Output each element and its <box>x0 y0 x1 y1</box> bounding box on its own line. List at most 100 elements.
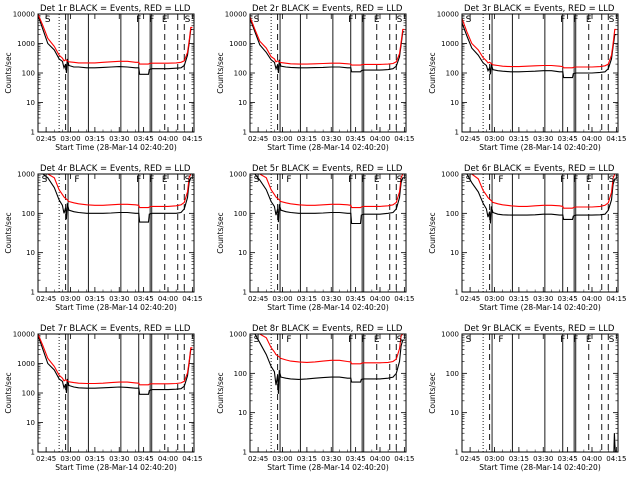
event-marker: F <box>286 335 291 345</box>
y-tick-label: 1 <box>455 129 459 137</box>
event-marker: E <box>586 335 592 345</box>
y-tick-label: 10 <box>26 99 35 107</box>
panel-6: Det 6r BLACK = Events, RED = LLD Counts/s… <box>428 164 626 312</box>
series-events <box>38 173 193 223</box>
y-tick-label: 100 <box>446 370 459 378</box>
series-events <box>37 15 193 75</box>
event-marker: F <box>286 175 291 185</box>
event-marker: F <box>560 335 565 345</box>
y-axis-label: Counts/sec <box>216 212 225 253</box>
x-tick-label: 04:00 <box>582 295 602 303</box>
event-marker: F <box>136 15 141 25</box>
series-lld <box>249 16 405 66</box>
series-lld <box>462 173 617 209</box>
y-axis-label: Counts/sec <box>428 52 437 93</box>
x-tick-label: 04:15 <box>394 295 414 303</box>
event-marker: F <box>498 335 503 345</box>
x-tick-label: 03:30 <box>321 295 341 303</box>
x-axis-label: Start Time (28-Mar-14 02:40:20) <box>267 143 389 152</box>
x-tick-label: 03:00 <box>484 295 504 303</box>
plot-frame <box>461 173 619 293</box>
x-tick-label: 03:45 <box>558 455 578 463</box>
x-tick-label: 03:15 <box>85 135 105 143</box>
y-tick-label: 100 <box>22 390 35 398</box>
x-tick-label: 03:00 <box>272 135 292 143</box>
panel-title: Det 7r BLACK = Events, RED = LLD <box>40 324 191 334</box>
x-axis-label: Start Time (28-Mar-14 02:40:20) <box>55 303 177 312</box>
x-tick-label: 04:00 <box>370 295 390 303</box>
series-lld <box>250 333 405 365</box>
y-tick-label: 1000 <box>441 171 459 179</box>
y-tick-label: 1000 <box>441 40 459 48</box>
event-marker: E <box>586 15 592 25</box>
y-tick-label: 1000 <box>229 40 247 48</box>
x-tick-label: 02:45 <box>36 455 56 463</box>
x-tick-label: 03:00 <box>60 135 80 143</box>
x-tick-label: 03:30 <box>109 455 129 463</box>
x-axis-label: Start Time (28-Mar-14 02:40:20) <box>267 303 389 312</box>
event-marker: E <box>586 175 592 185</box>
x-tick-label: 03:15 <box>509 455 529 463</box>
y-tick-label: 10 <box>238 99 247 107</box>
event-marker: F <box>74 175 79 185</box>
event-marker: E <box>162 15 168 25</box>
plot-frame <box>249 13 407 133</box>
event-marker: F <box>573 335 578 345</box>
y-tick-label: 100 <box>234 70 247 78</box>
y-tick-label: 1 <box>31 289 35 297</box>
x-tick-label: 03:00 <box>272 295 292 303</box>
event-marker: F <box>560 15 565 25</box>
panel-2: Det 2r BLACK = Events, RED = LLD Counts/s… <box>216 4 414 152</box>
event-marker: S <box>466 15 472 25</box>
y-tick-label: 100 <box>22 210 35 218</box>
x-tick-label: 02:45 <box>36 295 56 303</box>
panel-title: Det 9r BLACK = Events, RED = LLD <box>464 324 615 334</box>
x-tick-label: 04:00 <box>582 135 602 143</box>
panel-title: Det 4r BLACK = Events, RED = LLD <box>40 164 191 174</box>
x-tick-label: 02:45 <box>248 455 268 463</box>
event-marker: S <box>609 15 615 25</box>
event-marker: F <box>136 175 141 185</box>
panel-title: Det 6r BLACK = Events, RED = LLD <box>464 164 615 174</box>
y-axis-label: Counts/sec <box>4 212 13 253</box>
panel-title: Det 3r BLACK = Events, RED = LLD <box>464 4 615 14</box>
panel-7: Det 7r BLACK = Events, RED = LLD Counts/s… <box>4 324 202 472</box>
event-marker: F <box>348 15 353 25</box>
x-tick-label: 03:15 <box>85 295 105 303</box>
y-tick-label: 1000 <box>17 171 35 179</box>
series-events <box>37 335 193 395</box>
x-tick-label: 02:45 <box>460 455 480 463</box>
x-tick-label: 03:15 <box>85 455 105 463</box>
event-marker: S <box>254 175 260 185</box>
panel-9: Det 9r BLACK = Events, RED = LLD Counts/s… <box>428 324 626 472</box>
y-axis-label: Counts/sec <box>216 372 225 413</box>
plot-frame <box>37 173 195 293</box>
series-lld <box>37 333 193 386</box>
panel-title: Det 1r BLACK = Events, RED = LLD <box>40 4 191 14</box>
event-marker: S <box>397 335 403 345</box>
x-tick-label: 03:00 <box>60 295 80 303</box>
event-marker: F <box>348 175 353 185</box>
event-marker: S <box>254 15 260 25</box>
x-tick-label: 03:30 <box>533 295 553 303</box>
panel-5: Det 5r BLACK = Events, RED = LLD Counts/s… <box>216 164 414 312</box>
event-marker: S <box>254 335 260 345</box>
x-tick-label: 03:30 <box>533 455 553 463</box>
x-axis-label: Start Time (28-Mar-14 02:40:20) <box>55 463 177 472</box>
x-tick-label: 03:15 <box>509 135 529 143</box>
series-events <box>249 18 405 74</box>
x-axis-label: Start Time (28-Mar-14 02:40:20) <box>479 303 601 312</box>
panel-3: Det 3r BLACK = Events, RED = LLD Counts/s… <box>428 4 626 152</box>
x-tick-label: 03:30 <box>321 455 341 463</box>
x-axis-label: Start Time (28-Mar-14 02:40:20) <box>479 143 601 152</box>
event-marker: F <box>560 175 565 185</box>
event-marker: E <box>374 15 380 25</box>
x-tick-label: 03:45 <box>346 295 366 303</box>
y-tick-label: 100 <box>234 370 247 378</box>
event-marker: E <box>374 335 380 345</box>
panel-title: Det 5r BLACK = Events, RED = LLD <box>252 164 403 174</box>
y-tick-label: 1000 <box>229 331 247 339</box>
x-tick-label: 02:45 <box>460 135 480 143</box>
series-events <box>250 173 405 225</box>
y-tick-label: 10000 <box>225 11 247 19</box>
